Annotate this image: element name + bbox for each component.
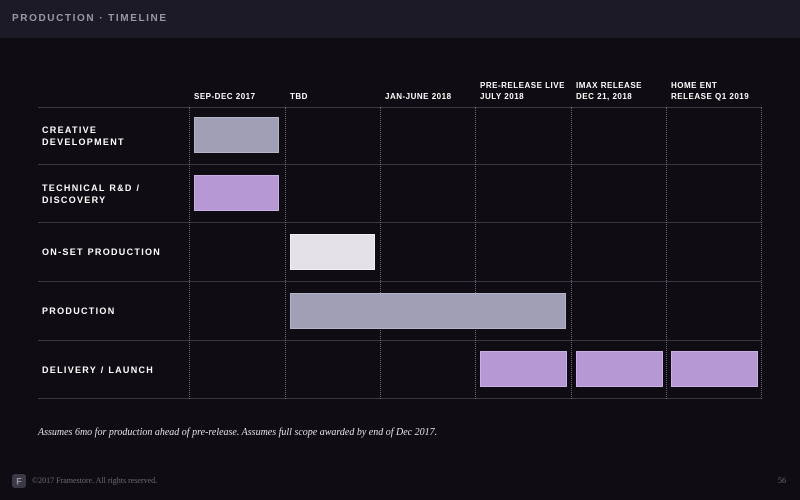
column-header-imax-release: IMAX RELEASE DEC 21, 2018	[576, 80, 670, 102]
page-title: PRODUCTION · TIMELINE	[12, 13, 168, 24]
framestore-logo-icon: F	[12, 474, 26, 488]
column-header-sep-dec-2017: SEP-DEC 2017	[194, 80, 288, 102]
column-divider	[189, 107, 190, 399]
footnote: Assumes 6mo for production ahead of pre-…	[38, 427, 438, 438]
bar-delivery-home-ent	[671, 351, 758, 387]
row-label-creative-development: CREATIVE DEVELOPMENT	[42, 108, 182, 164]
section-label: PRODUCTION	[12, 13, 96, 24]
row-label-delivery-launch: DELIVERY / LAUNCH	[42, 341, 182, 398]
row-label-line1: ON-SET PRODUCTION	[42, 247, 162, 257]
bar-on-set-production	[290, 234, 375, 270]
column-divider	[761, 107, 762, 399]
svg-text:F: F	[16, 477, 22, 487]
row-divider	[38, 398, 761, 399]
column-divider	[475, 107, 476, 399]
column-divider	[666, 107, 667, 399]
row-label-on-set-production: ON-SET PRODUCTION	[42, 223, 182, 281]
column-divider	[285, 107, 286, 399]
bar-technical-rd	[194, 175, 279, 211]
column-header-line2: SEP-DEC 2017	[194, 92, 256, 101]
column-header-line2: JAN-JUNE 2018	[385, 92, 452, 101]
header-bar	[0, 0, 800, 38]
row-label-line1: CREATIVE	[42, 125, 98, 135]
title-label: TIMELINE	[108, 13, 168, 24]
row-divider	[38, 281, 761, 282]
page-number: 56	[778, 476, 786, 485]
column-divider	[380, 107, 381, 399]
column-header-line2: DEC 21, 2018	[576, 92, 633, 101]
column-header-line2: JULY 2018	[480, 92, 525, 101]
row-label-technical-rd: TECHNICAL R&D / DISCOVERY	[42, 165, 182, 222]
column-header-home-ent: HOME ENT RELEASE Q1 2019	[671, 80, 765, 102]
row-label-line2: DISCOVERY	[42, 194, 107, 205]
column-header-pre-release: PRE-RELEASE LIVE JULY 2018	[480, 80, 574, 102]
row-label-line1: PRODUCTION	[42, 306, 116, 316]
copyright-notice: ©2017 Framestore. All rights reserved.	[32, 476, 158, 485]
row-label-line1: TECHNICAL R&D /	[42, 182, 141, 193]
column-header-line1: HOME ENT	[671, 81, 718, 90]
column-header-line2: RELEASE Q1 2019	[671, 92, 750, 101]
bar-production	[290, 293, 566, 329]
bar-delivery-pre-release	[480, 351, 567, 387]
row-label-line1: DELIVERY / LAUNCH	[42, 364, 155, 375]
column-header-line2: TBD	[290, 92, 308, 101]
column-header-jan-june-2018: JAN-JUNE 2018	[385, 80, 479, 102]
row-divider	[38, 340, 761, 341]
row-label-production: PRODUCTION	[42, 282, 182, 340]
row-label-line2: DEVELOPMENT	[42, 137, 125, 147]
column-header-line1: PRE-RELEASE LIVE	[480, 81, 565, 90]
row-divider	[38, 107, 761, 108]
column-divider	[571, 107, 572, 399]
row-divider	[38, 222, 761, 223]
row-divider	[38, 164, 761, 165]
bar-delivery-imax	[576, 351, 663, 387]
column-header-line1: IMAX RELEASE	[576, 81, 643, 90]
column-header-tbd: TBD	[290, 80, 384, 102]
bar-creative-development	[194, 117, 279, 153]
title-separator: ·	[99, 13, 105, 24]
